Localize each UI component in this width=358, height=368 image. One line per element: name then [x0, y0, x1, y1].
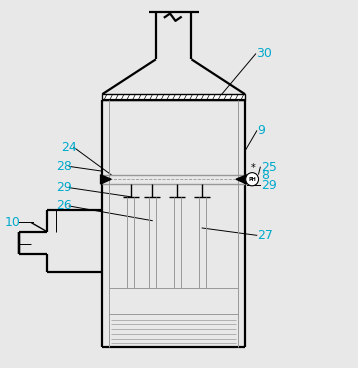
Text: 9: 9 [257, 124, 265, 137]
Polygon shape [236, 175, 247, 184]
Text: 28: 28 [56, 160, 72, 173]
Bar [102, 94, 245, 100]
Text: 26: 26 [56, 199, 72, 212]
Text: 27: 27 [257, 229, 273, 242]
Circle shape [246, 173, 258, 186]
Text: PH: PH [248, 177, 256, 182]
Text: 29: 29 [56, 181, 72, 194]
Text: 29: 29 [261, 178, 277, 192]
Text: 8: 8 [261, 169, 269, 183]
Polygon shape [101, 175, 111, 184]
Text: 25: 25 [261, 161, 277, 174]
Text: 10: 10 [4, 216, 20, 229]
Text: 30: 30 [256, 47, 272, 60]
Text: *: * [251, 163, 255, 173]
Text: 24: 24 [61, 141, 77, 154]
